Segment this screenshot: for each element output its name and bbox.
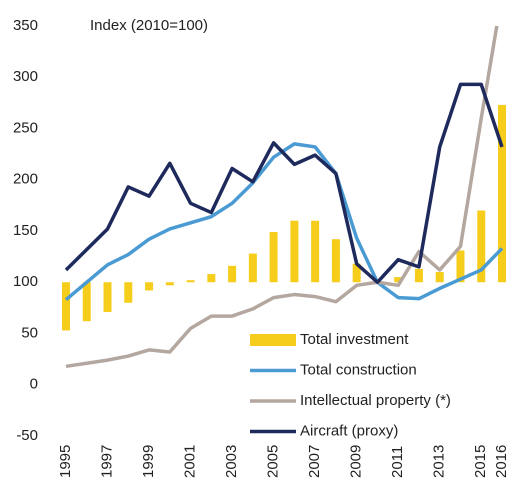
bar — [103, 282, 112, 312]
bar — [435, 272, 444, 283]
legend-swatch — [250, 334, 296, 346]
x-tick-label: 2007 — [306, 445, 323, 478]
line-series — [64, 142, 504, 302]
bar — [311, 220, 320, 283]
x-tick-label: 1995 — [57, 445, 74, 478]
legend-label: Aircraft (proxy) — [300, 422, 398, 439]
bar — [248, 253, 257, 283]
y-tick-label: 0 — [30, 376, 38, 393]
y-tick-label: 300 — [13, 68, 38, 85]
bar — [82, 282, 91, 322]
x-tick-label: 2013 — [431, 445, 448, 478]
plot-area — [62, 26, 506, 369]
x-tick-label: 2001 — [182, 445, 199, 478]
x-tick-label: 2009 — [348, 445, 365, 478]
y-tick-label: -50 — [16, 427, 38, 444]
bar — [477, 210, 486, 283]
bar — [331, 239, 340, 283]
y-tick-label: 250 — [13, 119, 38, 136]
bar — [165, 282, 174, 286]
x-tick-label: 2003 — [223, 445, 240, 478]
line-series — [65, 26, 499, 369]
y-tick-label: 350 — [13, 17, 38, 34]
legend-label: Total construction — [300, 361, 417, 378]
x-tick-label: 2011 — [389, 446, 406, 478]
y-tick-label: 150 — [13, 222, 38, 239]
bar — [352, 263, 361, 283]
x-tick-label: 2016 — [493, 445, 510, 478]
bar — [290, 220, 299, 283]
x-tick-label: 1997 — [98, 445, 115, 478]
bar — [228, 265, 237, 283]
bar — [62, 282, 70, 331]
bar — [456, 250, 465, 283]
bar — [207, 274, 216, 283]
legend-label: Intellectual property (*) — [300, 392, 451, 409]
y-tick-label: 50 — [21, 324, 38, 341]
y-tick-label: 200 — [13, 171, 38, 188]
line-series — [64, 82, 504, 284]
x-tick-label: 2005 — [265, 445, 282, 478]
bar — [124, 282, 133, 303]
chart-title: Index (2010=100) — [90, 17, 208, 34]
bar — [498, 104, 506, 283]
legend-label: Total investment — [300, 331, 409, 348]
bar — [145, 282, 154, 291]
bar — [394, 277, 403, 283]
bar — [414, 268, 423, 283]
x-tick-label: 2015 — [472, 445, 489, 478]
y-tick-label: 100 — [13, 273, 38, 290]
bar — [269, 232, 278, 283]
bar — [186, 280, 195, 283]
x-tick-label: 1999 — [140, 445, 157, 478]
